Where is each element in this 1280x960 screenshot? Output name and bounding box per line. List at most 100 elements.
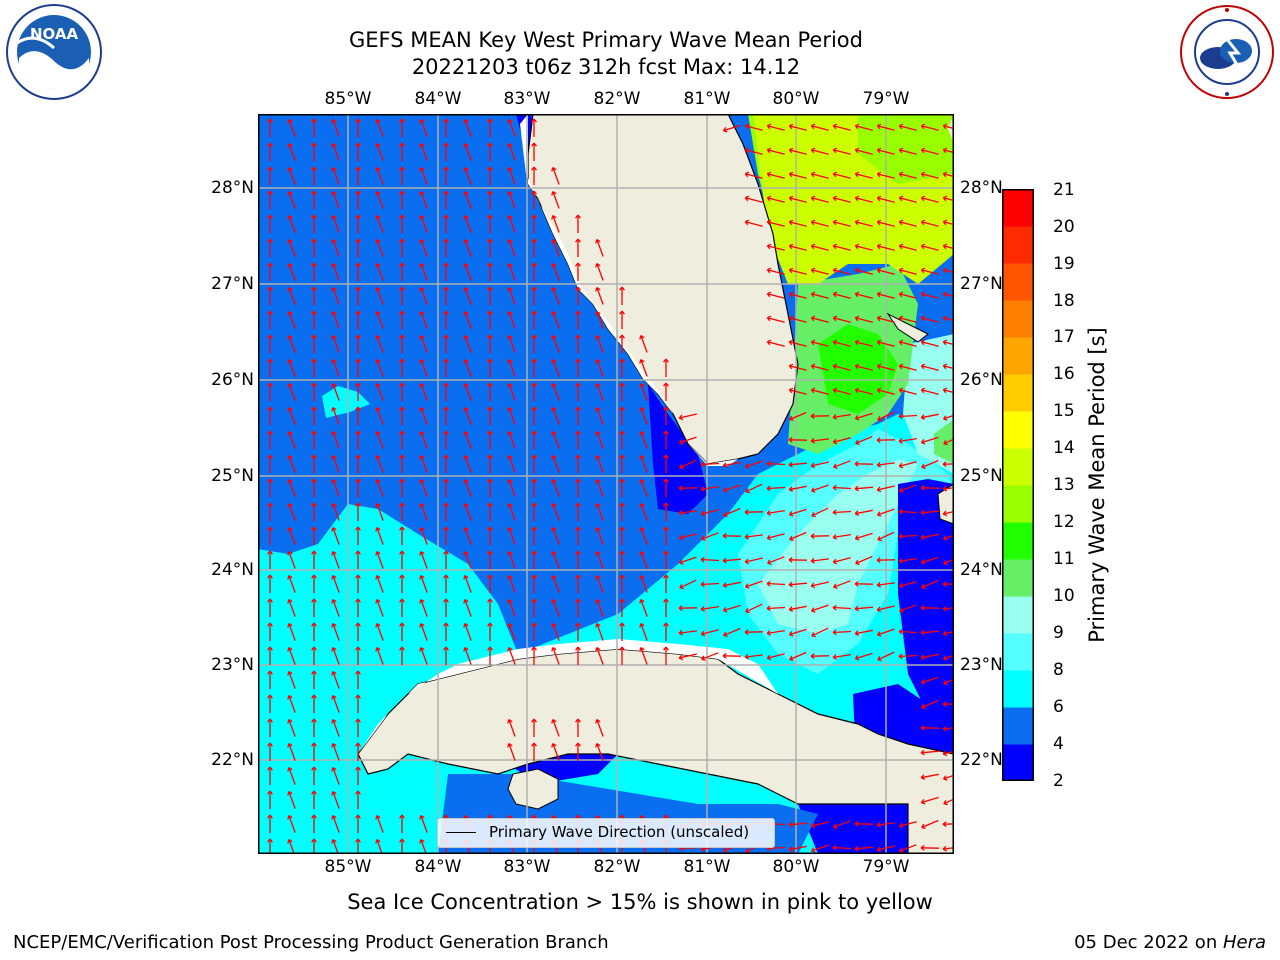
wave-arrow: [640, 599, 648, 617]
wave-arrow-head: [551, 502, 557, 508]
wave-arrow-head: [419, 838, 425, 844]
wave-arrow-head: [788, 556, 793, 563]
wave-arrow-head: [375, 430, 381, 436]
wave-arrow-head: [355, 382, 361, 387]
wave-arrow-head: [311, 214, 317, 219]
wave-arrow-head: [507, 286, 513, 292]
wave-arrow-head: [507, 622, 513, 628]
wave-arrow-head: [355, 790, 361, 795]
wave-arrow: [464, 599, 472, 617]
wave-arrow: [332, 359, 340, 377]
wave-arrow: [789, 293, 807, 299]
wave-arrow-head: [810, 387, 816, 394]
wave-arrow-head: [311, 718, 317, 723]
wave-arrow-head: [507, 406, 513, 412]
wave-arrow-head: [832, 654, 837, 660]
wave-arrow: [833, 460, 851, 468]
field-2-4s-keys: [648, 384, 708, 514]
lon-tick-label: 79°W: [862, 89, 910, 109]
wave-arrow-head: [810, 195, 816, 202]
wave-arrow-head: [287, 238, 293, 244]
wave-arrow-head: [419, 382, 425, 388]
wave-arrow-head: [832, 123, 838, 130]
wave-arrow: [596, 239, 604, 257]
wave-arrow: [288, 623, 296, 641]
wave-arrow: [788, 822, 808, 826]
wave-arrow: [832, 846, 852, 850]
wave-arrow-head: [898, 243, 904, 250]
wave-arrow: [943, 293, 954, 298]
wave-arrow: [376, 623, 384, 641]
wave-arrow: [811, 341, 829, 347]
wave-arrow-head: [788, 387, 794, 394]
wave-arrow-head: [700, 606, 705, 612]
wave-arrow: [855, 149, 873, 155]
wave-arrow: [376, 407, 384, 425]
wave-arrow-head: [463, 622, 469, 628]
wave-arrow: [464, 119, 472, 137]
wave-arrow: [811, 173, 829, 179]
wave-arrow-head: [788, 195, 794, 202]
colorbar-tick-label: 18: [1053, 291, 1075, 311]
wave-arrow-head: [920, 844, 925, 851]
wave-arrow-head: [788, 147, 794, 154]
wave-arrow-head: [876, 461, 881, 468]
wave-arrow-head: [832, 171, 838, 178]
wave-arrow: [877, 245, 895, 251]
wave-arrow: [811, 507, 829, 517]
wave-arrow: [332, 215, 340, 233]
wave-arrow: [464, 143, 472, 161]
wave-arrow-head: [355, 334, 361, 339]
field-10-11s-blob: [934, 419, 954, 464]
wave-arrow-head: [639, 502, 645, 508]
wave-arrow: [464, 239, 472, 257]
wave-arrow-head: [832, 195, 838, 202]
wave-arrow-head: [745, 607, 750, 614]
wave-arrow: [508, 311, 516, 329]
wave-arrow: [596, 407, 604, 425]
wave-arrow-head: [876, 147, 882, 154]
wave-arrow-head: [287, 190, 293, 196]
wave-arrow: [767, 653, 785, 659]
lat-tick-label: 22°N: [960, 750, 1003, 770]
wave-arrow-head: [443, 454, 449, 459]
wave-arrow-head: [810, 557, 815, 564]
wave-arrow: [921, 221, 939, 227]
wave-arrow-head: [877, 535, 882, 542]
wave-arrow-head: [639, 598, 645, 604]
wave-arrow-head: [898, 413, 903, 420]
wave-arrow-head: [876, 243, 882, 250]
wave-arrow-head: [507, 598, 513, 604]
wave-arrow-head: [507, 334, 513, 340]
wave-arrow: [943, 727, 954, 730]
wave-arrow: [921, 197, 939, 203]
wave-arrow-head: [331, 334, 337, 340]
wave-arrow-head: [663, 454, 669, 459]
wave-arrow-head: [810, 291, 816, 298]
wave-arrow-head: [701, 655, 706, 661]
wave-arrow: [420, 311, 428, 329]
wave-arrow-head: [619, 502, 625, 507]
wave-arrow-head: [876, 219, 882, 226]
lon-tick-label: 85°W: [324, 89, 372, 109]
wave-arrow-head: [663, 406, 669, 411]
wave-arrow: [833, 341, 851, 347]
wave-arrow-head: [744, 509, 749, 516]
wave-arrow: [877, 628, 895, 636]
wave-arrow: [332, 527, 340, 545]
wave-arrow-head: [331, 502, 337, 508]
wave-arrow-head: [375, 598, 381, 604]
wave-arrow: [376, 215, 384, 233]
wave-arrow-head: [355, 166, 361, 171]
wave-arrow-head: [419, 550, 425, 556]
wave-arrow-head: [507, 478, 513, 484]
wave-arrow-head: [723, 631, 728, 638]
wave-arrow: [833, 245, 851, 251]
wave-arrow: [921, 269, 939, 275]
wave-arrow: [811, 293, 829, 299]
wave-arrow-head: [311, 814, 317, 819]
wave-arrow-head: [898, 628, 903, 635]
wave-arrow-head: [287, 502, 293, 508]
wave-arrow: [332, 407, 340, 425]
wave-arrow-head: [877, 415, 882, 422]
